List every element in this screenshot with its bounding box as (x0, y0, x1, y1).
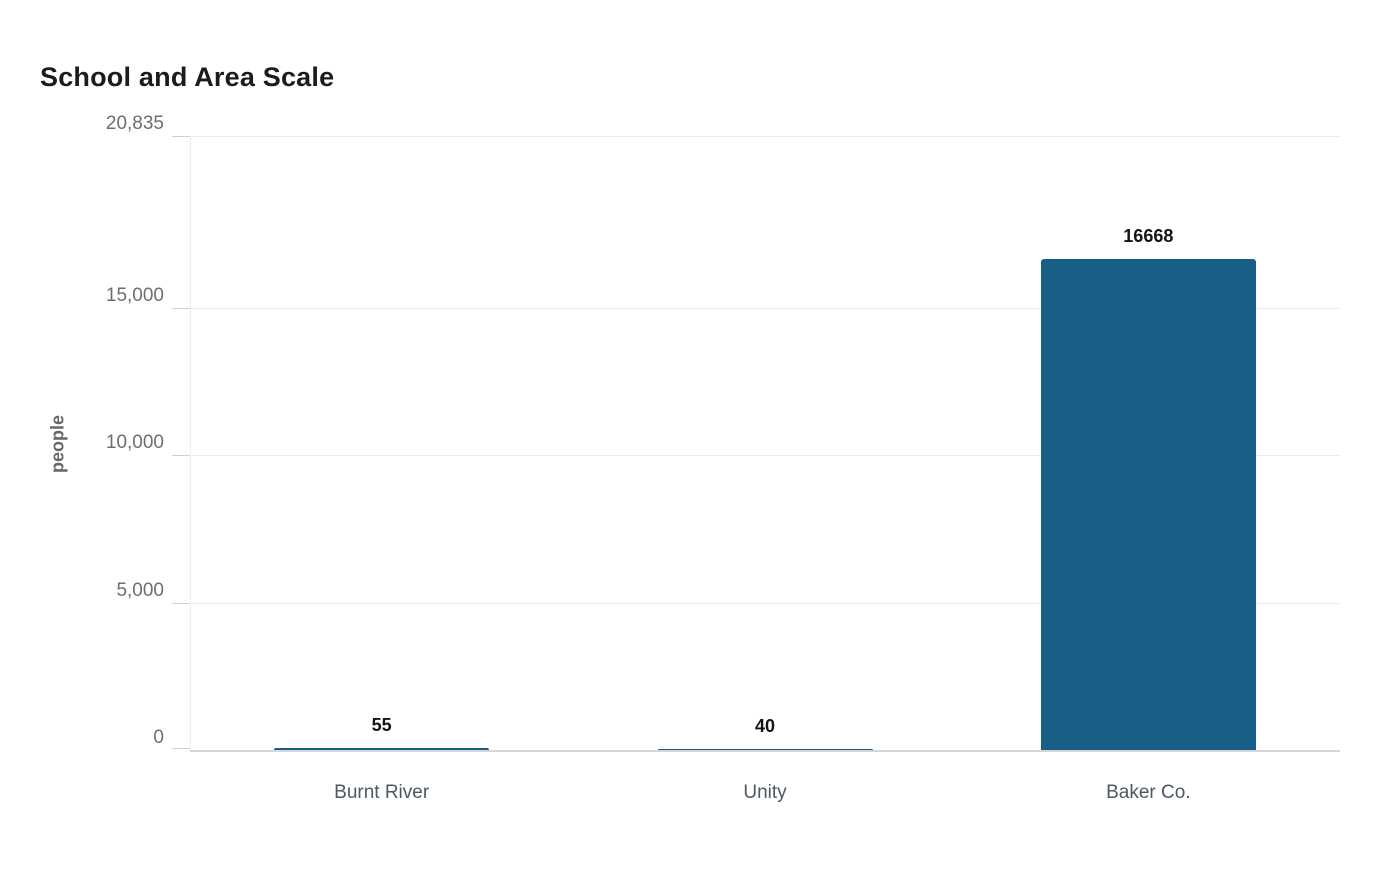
value-label: 40 (754, 716, 776, 736)
y-tick-label: 20,835 (105, 113, 164, 134)
y-tick-label: 15,000 (105, 284, 164, 306)
category-label: Unity (743, 782, 787, 803)
plot-area: people 0 5,000 10,000 15,000 20,835 55 Burnt … (48, 113, 1340, 803)
y-axis-line (190, 138, 191, 750)
chart-title: School and Area Scale (40, 62, 335, 92)
category-label: Burnt River (334, 782, 430, 803)
bar-baker-co[interactable] (1041, 259, 1256, 750)
y-tick-label: 0 (153, 727, 164, 748)
value-label: 16668 (1123, 226, 1174, 246)
gridline (190, 136, 1340, 137)
category-label: Baker Co. (1106, 782, 1191, 803)
gridline (190, 602, 1340, 604)
y-tick-mark (172, 602, 190, 604)
y-tick-mark (172, 307, 190, 309)
y-tick-label: 5,000 (116, 579, 164, 601)
gridline (190, 455, 1340, 457)
y-tick-mark (172, 455, 190, 457)
y-tick-label: 10,000 (105, 432, 164, 454)
gridline (190, 307, 1340, 309)
bar-burnt-river[interactable] (274, 748, 489, 750)
value-label: 55 (371, 715, 392, 735)
y-tick-mark (172, 748, 190, 749)
bar-unity[interactable] (658, 749, 873, 750)
y-tick-mark (172, 136, 190, 137)
y-axis-title: people (47, 414, 68, 474)
